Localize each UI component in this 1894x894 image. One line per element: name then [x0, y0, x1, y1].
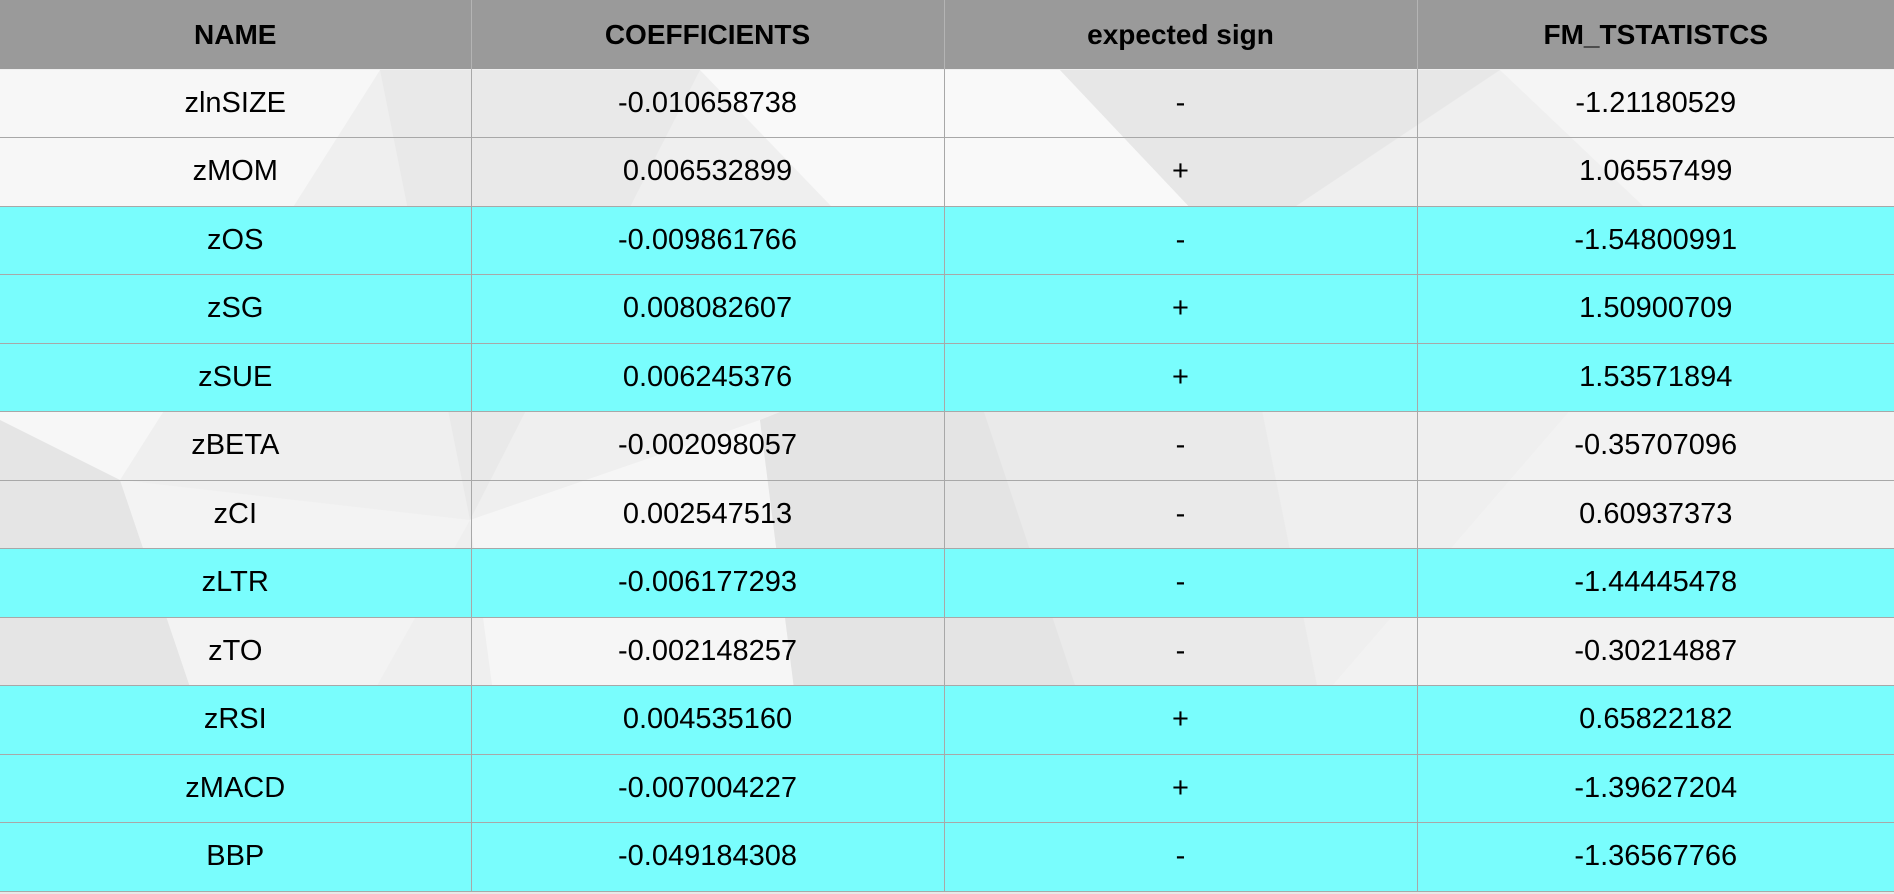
- cell-fm-tstatistic: -0.35707096: [1417, 411, 1894, 481]
- cell-name: zCI: [0, 480, 472, 549]
- cell-fm-tstatistic: -1.21180529: [1417, 69, 1894, 138]
- cell-expected-sign: -: [944, 822, 1418, 892]
- table-row[interactable]: zCI 0.002547513 - 0.60937373: [0, 480, 1894, 549]
- cell-expected-sign: +: [944, 137, 1418, 207]
- header-coefficients[interactable]: COEFFICIENTS: [471, 0, 945, 69]
- table-row[interactable]: zlnSIZE -0.010658738 - -1.21180529: [0, 69, 1894, 138]
- cell-name: zSG: [0, 274, 472, 344]
- table-row[interactable]: zSUE 0.006245376 + 1.53571894: [0, 343, 1894, 412]
- cell-coefficient: -0.010658738: [471, 69, 945, 138]
- cell-name: zLTR: [0, 548, 472, 618]
- cell-name: zMOM: [0, 137, 472, 207]
- header-row: NAME COEFFICIENTS expected sign FM_TSTAT…: [0, 0, 1894, 69]
- cell-coefficient: -0.002148257: [471, 617, 945, 686]
- cell-fm-tstatistic: -1.39627204: [1417, 754, 1894, 823]
- cell-coefficient: -0.002098057: [471, 411, 945, 481]
- cell-name: BBP: [0, 822, 472, 892]
- cell-expected-sign: +: [944, 685, 1418, 755]
- table-header: NAME COEFFICIENTS expected sign FM_TSTAT…: [0, 0, 1894, 69]
- cell-expected-sign: -: [944, 617, 1418, 686]
- cell-fm-tstatistic: 0.65822182: [1417, 685, 1894, 755]
- table-row[interactable]: zSG 0.008082607 + 1.50900709: [0, 274, 1894, 344]
- cell-expected-sign: +: [944, 754, 1418, 823]
- cell-coefficient: -0.006177293: [471, 548, 945, 618]
- cell-fm-tstatistic: -0.30214887: [1417, 617, 1894, 686]
- table-body: zlnSIZE -0.010658738 - -1.21180529 zMOM …: [0, 69, 1894, 892]
- cell-fm-tstatistic: 1.06557499: [1417, 137, 1894, 207]
- cell-name: zTO: [0, 617, 472, 686]
- cell-expected-sign: -: [944, 206, 1418, 275]
- cell-name: zlnSIZE: [0, 69, 472, 138]
- cell-expected-sign: +: [944, 274, 1418, 344]
- cell-fm-tstatistic: -1.54800991: [1417, 206, 1894, 275]
- cell-name: zBETA: [0, 411, 472, 481]
- cell-coefficient: 0.002547513: [471, 480, 945, 549]
- cell-expected-sign: -: [944, 69, 1418, 138]
- cell-expected-sign: +: [944, 343, 1418, 412]
- cell-coefficient: 0.004535160: [471, 685, 945, 755]
- cell-expected-sign: -: [944, 548, 1418, 618]
- cell-name: zMACD: [0, 754, 472, 823]
- cell-fm-tstatistic: -1.44445478: [1417, 548, 1894, 618]
- cell-name: zOS: [0, 206, 472, 275]
- header-expected-sign[interactable]: expected sign: [944, 0, 1418, 69]
- cell-fm-tstatistic: 0.60937373: [1417, 480, 1894, 549]
- cell-coefficient: 0.006532899: [471, 137, 945, 207]
- table-row[interactable]: zLTR -0.006177293 - -1.44445478: [0, 548, 1894, 618]
- cell-fm-tstatistic: -1.36567766: [1417, 822, 1894, 892]
- table-row[interactable]: zRSI 0.004535160 + 0.65822182: [0, 685, 1894, 755]
- cell-expected-sign: -: [944, 480, 1418, 549]
- table-row[interactable]: zMACD -0.007004227 + -1.39627204: [0, 754, 1894, 823]
- table-row[interactable]: zTO -0.002148257 - -0.30214887: [0, 617, 1894, 686]
- header-fm-tstatistics[interactable]: FM_TSTATISTCS: [1543, 18, 1768, 50]
- table-row[interactable]: zBETA -0.002098057 - -0.35707096: [0, 411, 1894, 481]
- cell-name: zRSI: [0, 685, 472, 755]
- bottom-margin: [0, 891, 1894, 894]
- table-row[interactable]: BBP -0.049184308 - -1.36567766: [0, 822, 1894, 892]
- header-name[interactable]: NAME: [0, 0, 472, 69]
- cell-fm-tstatistic: 1.53571894: [1417, 343, 1894, 412]
- cell-coefficient: -0.009861766: [471, 206, 945, 275]
- cell-coefficient: -0.007004227: [471, 754, 945, 823]
- cell-coefficient: 0.008082607: [471, 274, 945, 344]
- table-row[interactable]: zMOM 0.006532899 + 1.06557499: [0, 137, 1894, 207]
- cell-coefficient: 0.006245376: [471, 343, 945, 412]
- cell-name: zSUE: [0, 343, 472, 412]
- cell-coefficient: -0.049184308: [471, 822, 945, 892]
- table-row[interactable]: zOS -0.009861766 - -1.54800991: [0, 206, 1894, 275]
- cell-expected-sign: -: [944, 411, 1418, 481]
- cell-fm-tstatistic: 1.50900709: [1417, 274, 1894, 344]
